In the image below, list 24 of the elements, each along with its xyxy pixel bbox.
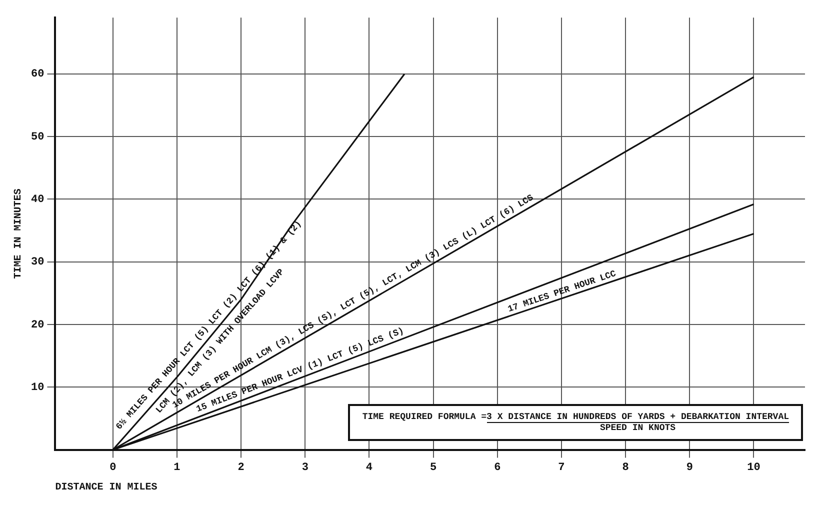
y-axis-title: TIME IN MINUTES [14, 188, 25, 279]
x-tick-label: 9 [686, 462, 693, 474]
x-tick-label: 8 [622, 462, 630, 474]
y-tick-label: 20 [31, 319, 44, 332]
x-tick-label: 10 [747, 462, 760, 474]
annotation: TIME REQUIRED FORMULA = [362, 412, 487, 422]
x-tick-label: 4 [366, 462, 373, 474]
x-tick-label: 7 [558, 462, 565, 474]
x-tick-label: 1 [174, 462, 181, 474]
x-tick-label: 0 [110, 462, 116, 474]
annotation: 3 X DISTANCE IN HUNDREDS OF YARDS + DEBARKATION INTERVAL [486, 412, 789, 423]
x-tick-label: 3 [302, 462, 309, 474]
y-tick-label: 60 [31, 68, 44, 81]
annotation: SPEED IN KNOTS [600, 423, 676, 433]
text: 17 MILES PER HOUR LCC [506, 268, 618, 315]
x-tick-label: 5 [430, 462, 437, 474]
x-tick-label: 2 [238, 462, 244, 474]
y-tick-label: 40 [31, 194, 44, 206]
x-axis-title: DISTANCE IN MILES [55, 482, 158, 494]
formula-box: TIME REQUIRED FORMULA =3 X DISTANCE IN HUNDREDS OF YARDS + DEBARKATION INTERVAL SPEED IN KNOTS [348, 404, 803, 441]
y-tick-label: 30 [31, 256, 44, 269]
y-tick-label: 50 [31, 131, 44, 144]
y-tick-label: 10 [31, 382, 44, 394]
x-tick-label: 6 [494, 462, 501, 474]
